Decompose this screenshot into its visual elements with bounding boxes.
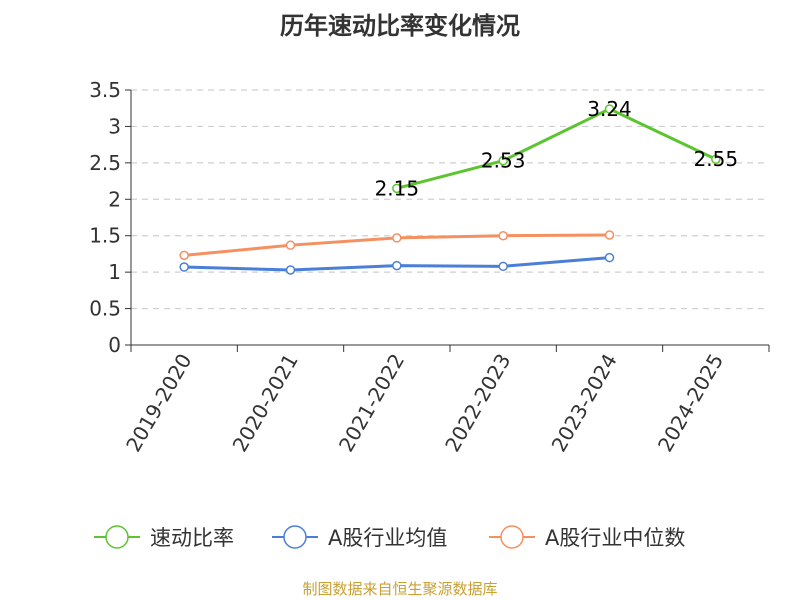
x-tick-label: 2020-2021 [228, 350, 303, 456]
data-labels: 2.15 2.53 3.24 2.55 [375, 97, 739, 200]
legend-marker-icon [283, 525, 307, 549]
data-label: 3.24 [587, 97, 632, 121]
data-point [392, 183, 402, 194]
data-label: 2.15 [375, 176, 420, 200]
grid-lines [131, 89, 769, 310]
data-point [285, 265, 296, 275]
data-point [392, 260, 402, 271]
legend-marker-icon [500, 525, 524, 549]
data-point [604, 230, 615, 240]
x-tick-label: 2024-2025 [653, 350, 728, 456]
data-label: 2.53 [481, 149, 526, 173]
data-point [498, 155, 508, 166]
series [179, 104, 721, 275]
chart-title: 历年速动比率变化情况 [280, 12, 520, 40]
data-point [498, 261, 508, 272]
data-point [498, 230, 508, 241]
legend-label: 速动比率 [150, 526, 234, 550]
x-tick-label: 2022-2023 [440, 349, 515, 455]
y-tick-label: 0.5 [89, 297, 121, 321]
legend-item[interactable]: A股行业均值 [272, 525, 447, 550]
x-tick-label: 2019-2020 [121, 350, 196, 456]
data-point [711, 154, 721, 164]
legend-marker-icon [105, 525, 129, 549]
data-label: 2.55 [694, 147, 739, 171]
y-tick-label: 1.5 [89, 224, 121, 248]
data-point [604, 104, 615, 114]
data-point [179, 250, 189, 261]
legend-label: A股行业中位数 [545, 526, 685, 550]
y-tick-label: 1 [108, 260, 121, 284]
y-tick-label: 0 [108, 333, 121, 357]
x-tick-label: 2023-2024 [547, 350, 622, 456]
y-tick-label: 2 [108, 187, 121, 211]
data-point [179, 262, 189, 272]
legend-label: A股行业均值 [328, 526, 447, 550]
legend[interactable]: 速动比率 A股行业均值 A股行业中位数 [94, 525, 685, 550]
y-tick-label: 3.5 [89, 78, 121, 102]
legend-item[interactable]: A股行业中位数 [489, 525, 685, 550]
data-point [604, 252, 615, 263]
source-note: 制图数据来自恒生聚源数据库 [302, 580, 498, 598]
data-point [285, 240, 296, 250]
legend-item[interactable]: 速动比率 [94, 525, 234, 550]
series-line [396, 107, 717, 190]
x-tick-label: 2021-2022 [334, 350, 409, 456]
data-point [392, 233, 402, 243]
y-tick-label: 2.5 [89, 151, 121, 175]
y-tick-label: 3 [108, 114, 121, 138]
